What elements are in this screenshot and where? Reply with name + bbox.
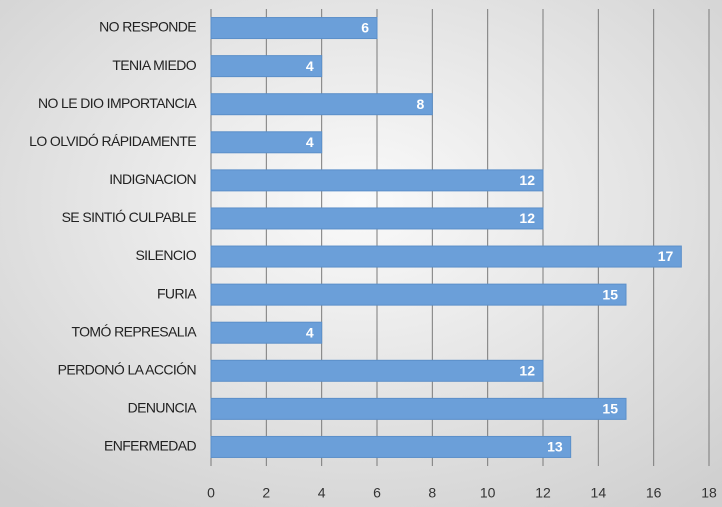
x-tick-label: 18 bbox=[701, 485, 717, 501]
bar bbox=[210, 283, 627, 306]
bar bbox=[210, 93, 433, 116]
value-label: 4 bbox=[306, 58, 314, 74]
value-label: 4 bbox=[306, 134, 314, 150]
x-tick-label: 10 bbox=[480, 485, 496, 501]
x-tick-label: 14 bbox=[591, 485, 607, 501]
bar bbox=[210, 55, 323, 78]
x-tick-label: 4 bbox=[318, 485, 326, 501]
value-label: 15 bbox=[602, 401, 618, 417]
bar bbox=[210, 397, 627, 420]
value-label: 4 bbox=[306, 324, 314, 340]
y-tick-label: NO RESPONDE bbox=[99, 19, 196, 35]
y-tick-label: DENUNCIA bbox=[128, 400, 198, 416]
value-label: 13 bbox=[547, 439, 563, 455]
bar bbox=[210, 321, 323, 344]
y-tick-label: PERDONÓ LA ACCIÓN bbox=[58, 361, 196, 377]
x-tick-label: 0 bbox=[207, 485, 215, 501]
bar bbox=[210, 245, 682, 268]
x-tick-label: 6 bbox=[373, 485, 381, 501]
value-label: 6 bbox=[361, 20, 369, 36]
y-tick-label: TENIA MIEDO bbox=[112, 57, 196, 73]
x-tick-label: 8 bbox=[428, 485, 436, 501]
y-tick-label: FURIA bbox=[157, 285, 197, 301]
y-tick-label: INDIGNACION bbox=[109, 171, 196, 187]
y-tick-label: SE SINTIÓ CULPABLE bbox=[62, 209, 197, 225]
value-label: 15 bbox=[602, 286, 618, 302]
value-label: 8 bbox=[417, 96, 425, 112]
bar bbox=[210, 131, 323, 154]
bar bbox=[210, 169, 544, 192]
value-label: 12 bbox=[519, 362, 535, 378]
y-tick-label: TOMÓ REPRESALIA bbox=[71, 323, 197, 339]
y-tick-label: SILENCIO bbox=[135, 247, 196, 263]
bar bbox=[210, 207, 544, 230]
y-tick-label: ENFERMEDAD bbox=[104, 438, 196, 454]
bar bbox=[210, 359, 544, 382]
bar bbox=[210, 17, 378, 40]
y-tick-label: NO LE DIO IMPORTANCIA bbox=[38, 95, 197, 111]
value-label: 12 bbox=[519, 172, 535, 188]
x-tick-label: 12 bbox=[535, 485, 551, 501]
y-tick-label: LO OLVIDÓ RÁPIDAMENTE bbox=[29, 133, 196, 149]
x-tick-label: 2 bbox=[262, 485, 270, 501]
bar bbox=[210, 435, 572, 458]
value-label: 12 bbox=[519, 210, 535, 226]
x-tick-label: 16 bbox=[646, 485, 662, 501]
value-label: 17 bbox=[658, 248, 674, 264]
